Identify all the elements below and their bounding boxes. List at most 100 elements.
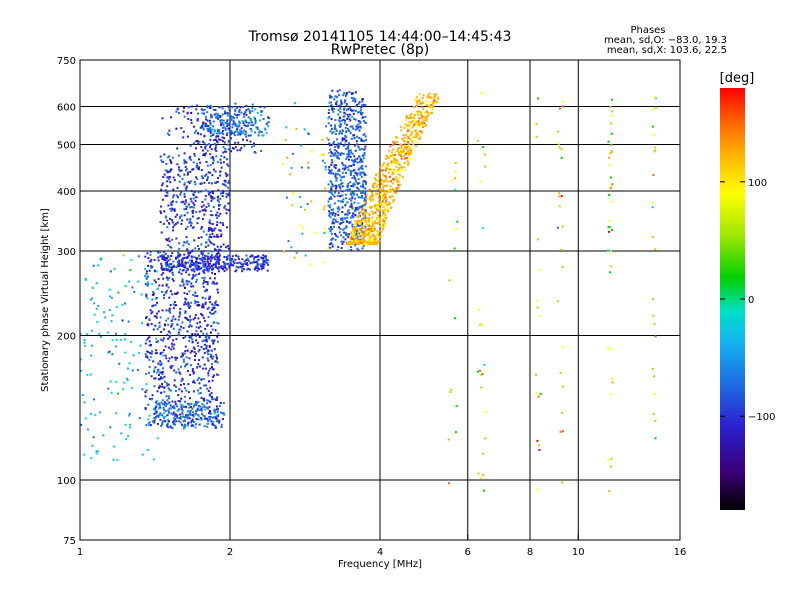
data-point xyxy=(335,150,338,153)
data-point xyxy=(430,104,433,107)
data-point xyxy=(179,193,182,196)
data-point xyxy=(188,157,191,160)
data-point xyxy=(324,187,327,190)
data-point xyxy=(182,200,185,203)
data-point xyxy=(654,149,657,152)
data-point xyxy=(331,161,334,164)
data-point xyxy=(227,209,230,212)
data-point xyxy=(244,124,247,127)
data-point xyxy=(428,92,431,95)
data-point xyxy=(652,133,655,136)
data-point xyxy=(345,243,348,246)
data-point xyxy=(364,219,367,222)
data-point xyxy=(214,182,217,184)
data-point xyxy=(350,202,353,205)
data-point xyxy=(191,293,194,296)
data-point xyxy=(194,355,196,357)
data-point xyxy=(211,242,214,245)
data-point xyxy=(352,182,355,185)
data-point xyxy=(236,106,239,109)
data-point xyxy=(241,267,244,270)
data-point xyxy=(214,329,217,332)
data-point xyxy=(196,365,199,368)
data-point xyxy=(396,136,399,139)
data-point xyxy=(248,110,251,113)
data-point xyxy=(360,175,363,178)
data-point xyxy=(423,119,426,122)
data-point xyxy=(184,227,187,230)
data-point xyxy=(481,373,484,375)
data-point xyxy=(203,408,206,411)
data-point xyxy=(393,199,395,201)
data-point xyxy=(163,390,166,393)
data-point xyxy=(353,229,356,232)
data-point xyxy=(361,205,364,208)
data-point xyxy=(215,303,218,306)
data-point xyxy=(329,170,332,173)
data-point xyxy=(337,109,340,112)
data-point xyxy=(389,190,392,193)
data-point xyxy=(161,184,164,187)
data-point xyxy=(213,282,216,285)
data-point xyxy=(210,156,213,159)
data-point xyxy=(156,288,159,290)
data-point xyxy=(337,146,340,149)
data-point xyxy=(362,103,365,106)
data-point xyxy=(216,245,219,248)
data-point xyxy=(223,156,226,159)
data-point xyxy=(391,161,394,163)
data-point xyxy=(355,143,358,146)
data-point xyxy=(133,290,136,293)
data-point xyxy=(195,166,198,168)
data-point xyxy=(161,377,164,380)
data-point xyxy=(360,226,363,228)
data-point xyxy=(262,264,265,267)
data-point xyxy=(229,119,232,122)
data-point xyxy=(328,227,331,230)
data-point xyxy=(187,410,190,413)
data-point xyxy=(376,230,379,233)
data-point xyxy=(180,201,183,204)
data-point xyxy=(173,224,176,227)
data-point xyxy=(392,188,395,191)
data-point xyxy=(156,328,159,331)
data-point xyxy=(228,180,231,183)
data-point xyxy=(379,209,381,212)
data-point xyxy=(234,146,237,149)
data-point xyxy=(156,402,159,405)
data-point xyxy=(209,255,212,258)
data-point xyxy=(195,423,197,426)
data-point xyxy=(231,126,234,129)
data-point xyxy=(417,125,420,128)
data-point xyxy=(237,258,240,260)
data-point xyxy=(238,120,241,123)
data-point xyxy=(207,263,210,266)
data-point xyxy=(165,276,168,279)
data-point xyxy=(178,253,181,256)
data-point xyxy=(211,303,214,306)
data-point xyxy=(187,171,189,174)
data-point xyxy=(246,264,249,267)
data-point xyxy=(195,129,198,132)
data-point xyxy=(329,246,332,249)
data-point xyxy=(384,205,387,208)
data-point xyxy=(409,138,412,141)
data-point xyxy=(329,148,332,151)
data-point xyxy=(205,125,208,128)
data-point xyxy=(95,307,98,310)
data-point xyxy=(377,196,380,198)
data-point xyxy=(295,128,298,130)
data-point xyxy=(329,172,332,175)
data-point xyxy=(396,160,399,163)
plot-area xyxy=(80,60,680,540)
data-point xyxy=(535,392,538,395)
data-point xyxy=(353,118,356,120)
data-point xyxy=(350,109,353,112)
data-point xyxy=(350,185,353,187)
data-point xyxy=(183,426,185,429)
data-point xyxy=(351,242,354,245)
data-point xyxy=(155,410,158,413)
data-point xyxy=(191,407,194,410)
data-point xyxy=(610,185,613,188)
data-point xyxy=(195,409,198,412)
